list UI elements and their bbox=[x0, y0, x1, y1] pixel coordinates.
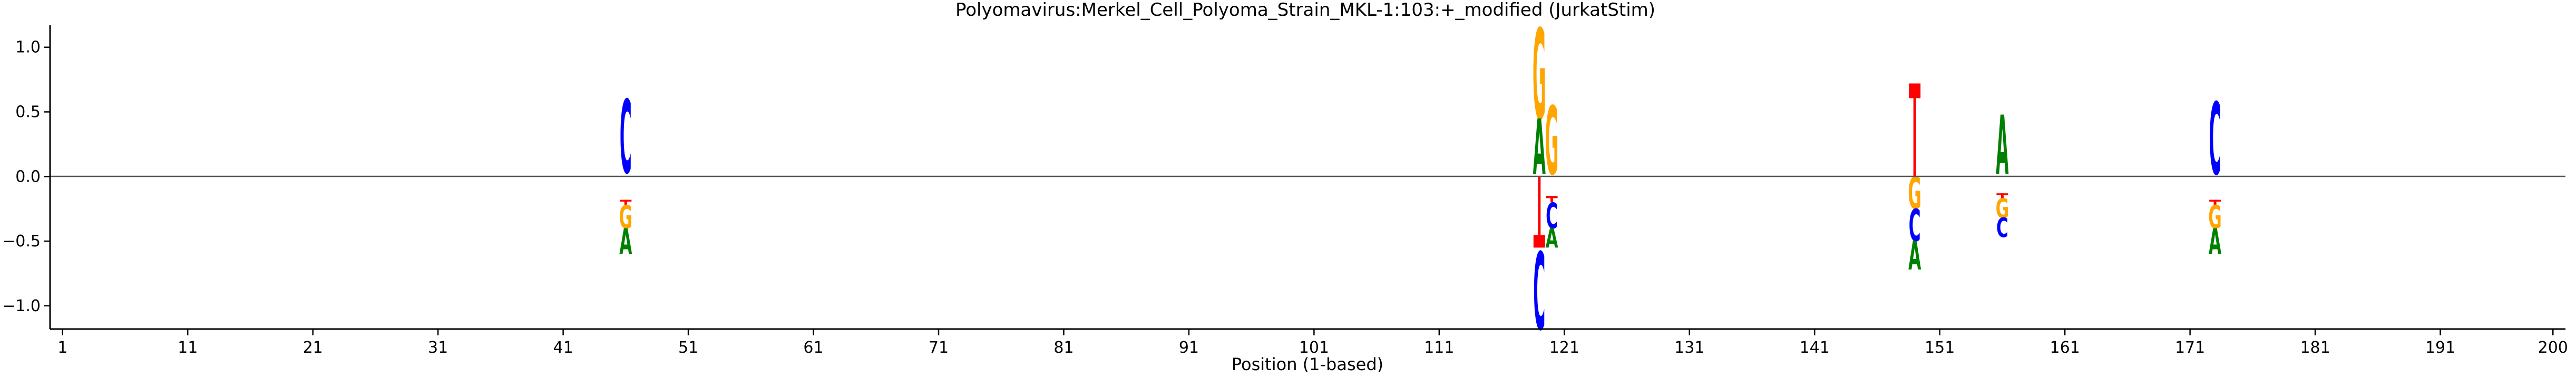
x-tick-label: 200 bbox=[2538, 339, 2568, 357]
logo-letter-G-pos46: G bbox=[619, 199, 633, 236]
x-tick-label: 51 bbox=[678, 339, 698, 357]
logo-letter-A-pos156: A bbox=[1996, 99, 2008, 194]
x-tick-label: 181 bbox=[2300, 339, 2330, 357]
x-tick-label: 191 bbox=[2425, 339, 2455, 357]
x-tick-label: 121 bbox=[1549, 339, 1579, 357]
logo-letter-G-pos119: G bbox=[1533, 3, 1546, 148]
x-tick-label: 101 bbox=[1299, 339, 1329, 357]
y-tick-label: 0.5 bbox=[15, 103, 41, 122]
logo-letter-A-pos120: A bbox=[1545, 223, 1558, 254]
x-axis-ticks: 1 11 21 31 41 51 61 71 81 91 101 111 121 131 141 151 161… bbox=[57, 329, 2568, 357]
x-tick-label: 11 bbox=[178, 339, 198, 357]
logo-letter-C-pos156: C bbox=[1996, 213, 2008, 244]
chart-title: Polyomavirus:Merkel_Cell_Polyoma_Strain_… bbox=[955, 0, 1655, 21]
logo-letter-A-pos149: A bbox=[1908, 234, 1921, 279]
y-tick-label: 0.0 bbox=[15, 167, 41, 186]
x-tick-label: 151 bbox=[1925, 339, 1955, 357]
x-tick-label: 31 bbox=[428, 339, 448, 357]
logo-letter-T-pos149 bbox=[1909, 83, 1921, 177]
x-tick-label: 171 bbox=[2175, 339, 2205, 357]
y-tick-label: −0.5 bbox=[2, 232, 41, 251]
x-axis-label: Position (1-based) bbox=[1232, 354, 1383, 374]
logo-letter-T-pos120 bbox=[1546, 196, 1558, 203]
x-tick-label: 41 bbox=[553, 339, 573, 357]
logo-letter-G-pos173: G bbox=[2208, 199, 2222, 236]
logo-letter-C-pos173: C bbox=[2209, 82, 2221, 197]
x-tick-label: 131 bbox=[1674, 339, 1704, 357]
logo-letter-T-pos46 bbox=[620, 200, 632, 205]
logo-letter-C-pos119: C bbox=[1533, 231, 1545, 355]
logo-letter-C-pos149: C bbox=[1909, 200, 1921, 252]
logo-letter-A-pos46: A bbox=[619, 222, 632, 263]
logo-letter-A-pos173: A bbox=[2209, 222, 2221, 263]
y-tick-label: −1.0 bbox=[2, 297, 41, 315]
logo-letter-C-pos120: C bbox=[1546, 196, 1558, 237]
x-tick-label: 21 bbox=[303, 339, 323, 357]
y-tick-label: 1.0 bbox=[15, 38, 41, 57]
logo-letter-C-pos46: C bbox=[620, 80, 632, 197]
x-tick-label: 161 bbox=[2050, 339, 2080, 357]
x-tick-label: 61 bbox=[803, 339, 823, 357]
logo-letter-T-pos156 bbox=[1996, 193, 2008, 199]
x-tick-label: 81 bbox=[1053, 339, 1074, 357]
logo-letter-G-pos120: G bbox=[1545, 87, 1559, 197]
x-tick-label: 71 bbox=[929, 339, 949, 357]
y-axis-ticks: −1.0 −0.5 0.0 0.5 1.0 bbox=[2, 38, 50, 315]
logo-letter-G-pos156: G bbox=[1996, 193, 2009, 224]
logo-letter-T-pos119 bbox=[1533, 176, 1545, 248]
x-tick-label: 1 bbox=[57, 339, 67, 357]
x-tick-label: 141 bbox=[1800, 339, 1830, 357]
x-tick-label: 111 bbox=[1424, 339, 1454, 357]
x-tick-label: 91 bbox=[1179, 339, 1199, 357]
logo-letter-T-pos173 bbox=[2209, 200, 2221, 205]
